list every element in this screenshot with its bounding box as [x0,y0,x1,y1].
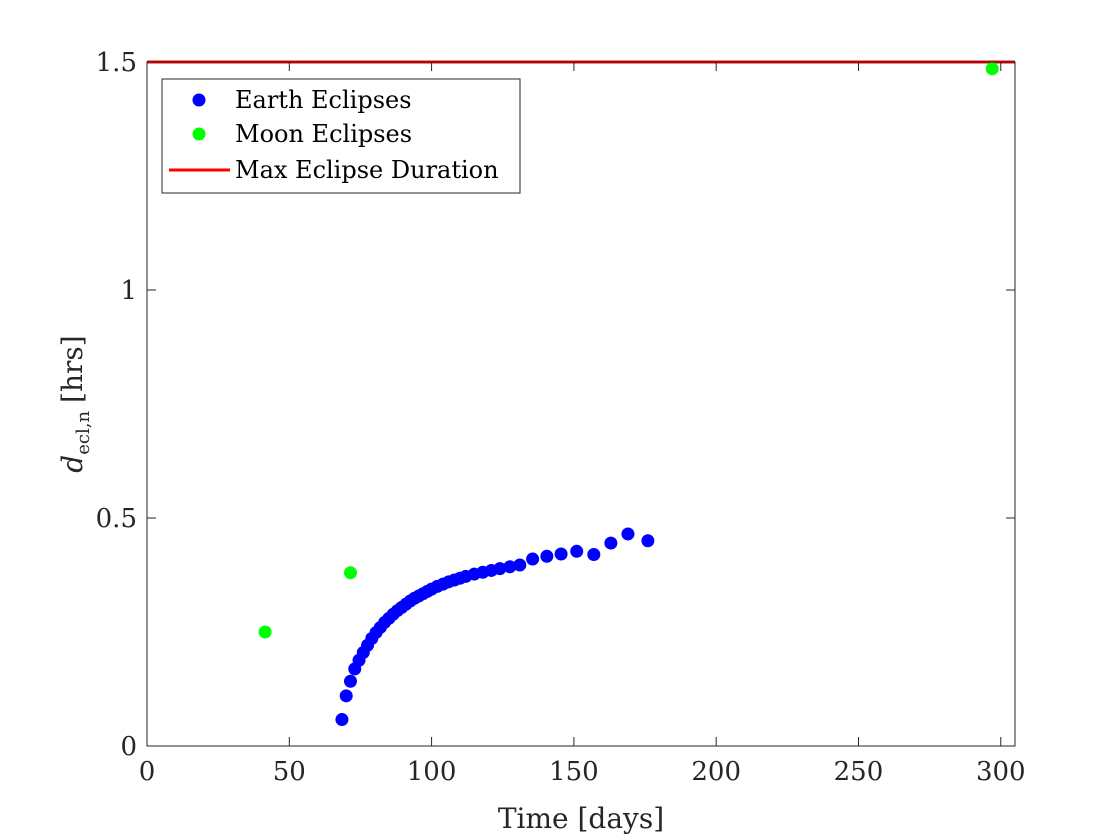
y-tick-label: 0 [120,732,137,762]
legend-swatch-earth-eclipses [192,93,206,107]
x-tick-label: 300 [976,757,1026,787]
y-axis-label-symbol: d [56,455,89,473]
moon-eclipses-point [343,566,357,580]
x-tick-label: 100 [407,757,457,787]
earth-eclipses-point [526,552,540,566]
x-axis-label: Time [days] [498,802,664,835]
earth-eclipses-point [343,674,357,688]
y-tick-label: 0.5 [96,504,137,534]
legend-box [161,78,521,194]
earth-eclipses-point [554,547,568,561]
x-tick-label: 50 [273,757,306,787]
axis-ticks: 0 50 100 150 200 250 300 0 0.5 1 1.5 [96,48,1026,787]
x-tick-label: 0 [139,757,156,787]
x-tick-label: 250 [834,757,884,787]
moon-eclipses-point [985,62,999,76]
y-axis-label-unit: [hrs] [56,335,89,403]
earth-eclipses-point [587,547,601,561]
y-axis-label-subscript: ecl,n [73,411,94,455]
earth-eclipses-point [339,689,353,703]
y-tick-label: 1.5 [96,48,137,78]
x-tick-label: 150 [549,757,599,787]
legend-label-moon-eclipses: Moon Eclipses [235,120,412,148]
earth-eclipses-point [503,560,517,574]
earth-eclipses-point [641,534,655,548]
x-tick-label: 200 [691,757,741,787]
earth-eclipses-point [540,549,554,563]
earth-eclipses-point [570,544,584,558]
earth-eclipses-point [604,536,618,550]
earth-eclipses-point [513,558,527,572]
moon-eclipses-point [258,625,272,639]
earth-eclipses-point [621,527,635,541]
legend-label-earth-eclipses: Earth Eclipses [235,86,412,114]
legend-swatch-moon-eclipses [192,127,206,141]
legend-label-max-eclipse-duration: Max Eclipse Duration [235,156,499,184]
plot-frame [146,61,1016,747]
earth-eclipses-point [335,713,349,727]
earth-eclipses-point [493,562,507,576]
y-axis-label: decl,n [hrs] [56,335,94,472]
y-tick-label: 1 [120,276,137,306]
legend: Earth Eclipses Moon Eclipses Max Eclipse D… [161,78,521,194]
